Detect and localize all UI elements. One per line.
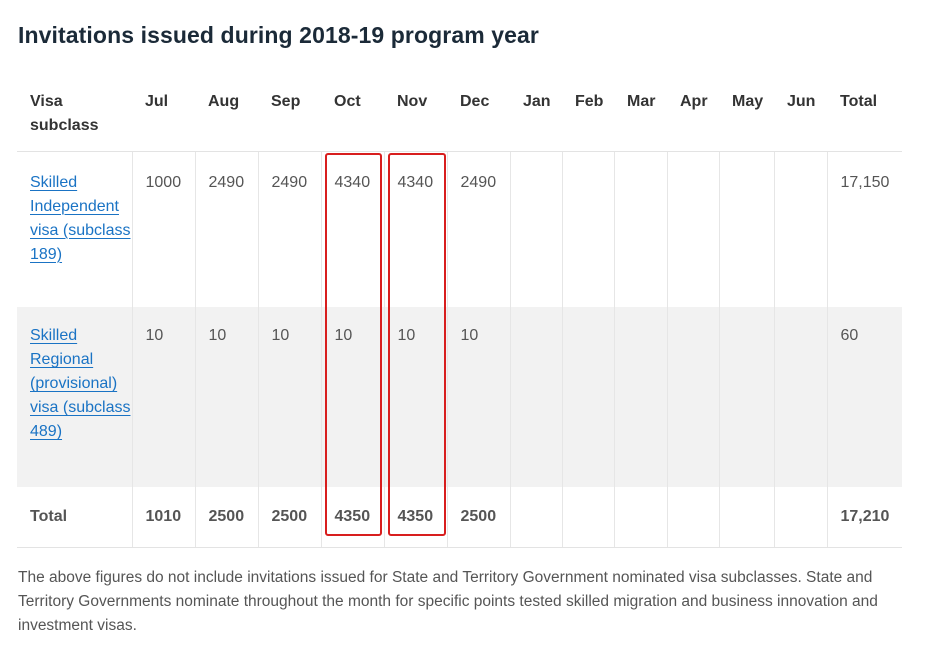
cell-nov: 10 xyxy=(383,307,447,487)
table-row-subclass-489: Skilled Regional (provisional) visa (sub… xyxy=(17,307,902,487)
header-visa-subclass: Visa subclass xyxy=(17,80,132,152)
visa-cell: Skilled Independent visa (subclass 189) xyxy=(17,151,132,307)
total-may xyxy=(718,487,774,548)
table-total-row: Total 1010 2500 2500 4350 4350 2500 17,2… xyxy=(17,487,902,548)
cell-oct: 10 xyxy=(320,307,384,487)
header-oct: Oct xyxy=(321,80,384,152)
total-apr xyxy=(666,487,719,548)
header-aug: Aug xyxy=(195,80,258,152)
cell-aug: 10 xyxy=(194,307,258,487)
cell-may xyxy=(718,151,774,307)
cell-dec: 10 xyxy=(446,307,510,487)
highlight-box-oct xyxy=(325,153,382,536)
header-may: May xyxy=(719,80,774,152)
cell-jan xyxy=(509,151,562,307)
cell-total: 17,150 xyxy=(826,151,902,307)
cell-total: 60 xyxy=(826,307,902,487)
cell-feb xyxy=(561,307,614,487)
cell-jul: 1000 xyxy=(131,151,195,307)
visa-link-subclass-489[interactable]: Skilled Regional (provisional) visa (sub… xyxy=(30,327,131,440)
header-sep: Sep xyxy=(258,80,321,152)
cell-feb xyxy=(561,151,614,307)
cell-sep: 2490 xyxy=(257,151,321,307)
header-dec: Dec xyxy=(447,80,510,152)
header-apr: Apr xyxy=(667,80,719,152)
total-jul: 1010 xyxy=(131,487,195,548)
cell-apr xyxy=(666,151,719,307)
header-nov: Nov xyxy=(384,80,447,152)
total-grand: 17,210 xyxy=(826,487,902,548)
cell-jun xyxy=(773,151,827,307)
cell-apr xyxy=(666,307,719,487)
total-sep: 2500 xyxy=(257,487,321,548)
cell-jul: 10 xyxy=(131,307,195,487)
cell-mar xyxy=(613,151,667,307)
header-jun: Jun xyxy=(774,80,827,152)
total-oct: 4350 xyxy=(320,487,384,548)
header-jan: Jan xyxy=(510,80,562,152)
visa-cell: Skilled Regional (provisional) visa (sub… xyxy=(17,307,132,487)
cell-oct: 4340 xyxy=(320,151,384,307)
total-mar xyxy=(613,487,667,548)
cell-sep: 10 xyxy=(257,307,321,487)
header-mar: Mar xyxy=(614,80,667,152)
cell-aug: 2490 xyxy=(194,151,258,307)
footnote: The above figures do not include invitat… xyxy=(18,569,878,634)
invitations-table: Visa subclass Jul Aug Sep Oct Nov Dec Ja… xyxy=(17,80,902,548)
table-row-subclass-189: Skilled Independent visa (subclass 189) … xyxy=(17,151,902,307)
visa-link-subclass-189[interactable]: Skilled Independent visa (subclass 189) xyxy=(30,173,131,263)
total-dec: 2500 xyxy=(446,487,510,548)
total-label: Total xyxy=(17,487,132,548)
cell-nov: 4340 xyxy=(383,151,447,307)
total-aug: 2500 xyxy=(194,487,258,548)
cell-mar xyxy=(613,307,667,487)
cell-dec: 2490 xyxy=(446,151,510,307)
header-feb: Feb xyxy=(562,80,614,152)
highlight-box-nov xyxy=(388,153,446,536)
table-header-row: Visa subclass Jul Aug Sep Oct Nov Dec Ja… xyxy=(17,80,902,152)
cell-jun xyxy=(773,307,827,487)
page-title: Invitations issued during 2018-19 progra… xyxy=(18,22,539,48)
total-jan xyxy=(509,487,562,548)
cell-may xyxy=(718,307,774,487)
total-nov: 4350 xyxy=(383,487,447,548)
total-jun xyxy=(773,487,827,548)
header-jul: Jul xyxy=(132,80,195,152)
cell-jan xyxy=(509,307,562,487)
total-feb xyxy=(561,487,614,548)
header-total: Total xyxy=(827,80,902,152)
